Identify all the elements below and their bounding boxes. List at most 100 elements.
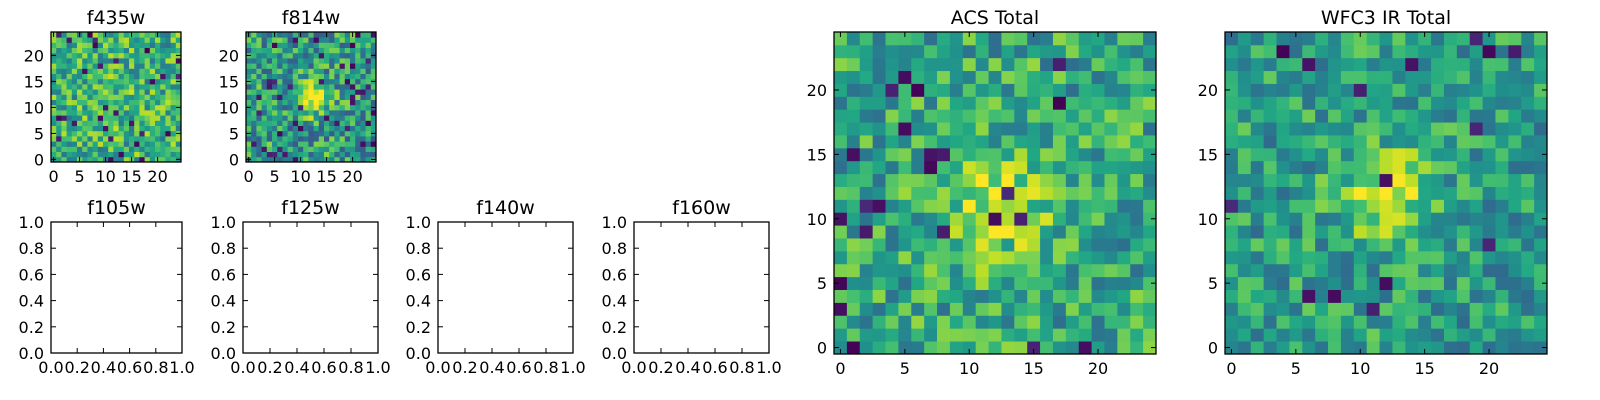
heatmap-cell — [292, 115, 299, 121]
heatmap-cell — [1104, 341, 1118, 355]
heatmap-cell — [1250, 147, 1265, 162]
heatmap-cell — [872, 289, 886, 303]
heatmap-cell — [1104, 122, 1118, 136]
heatmap-cell — [155, 141, 161, 147]
heatmap-cell — [1534, 263, 1548, 278]
heatmap-cell — [272, 130, 278, 137]
heatmap-cell — [1237, 341, 1252, 355]
heatmap-cell — [1366, 212, 1380, 226]
heatmap-cell — [71, 73, 78, 80]
heatmap-cell — [318, 141, 325, 147]
heatmap-cell — [149, 89, 156, 95]
heatmap-cell — [329, 104, 335, 111]
heatmap-cell — [287, 32, 294, 38]
heatmap-cell — [108, 37, 114, 43]
heatmap-cell — [97, 136, 104, 142]
heatmap-cell — [1469, 276, 1483, 290]
heatmap-cell — [1379, 173, 1393, 187]
heatmap-cell — [144, 146, 151, 152]
y-tick-label: 15 — [1198, 145, 1218, 164]
heatmap-cell — [1534, 315, 1548, 329]
heatmap-cell — [82, 73, 88, 80]
heatmap-cell — [949, 263, 964, 278]
heatmap-cell — [859, 289, 874, 303]
heatmap-cell — [339, 63, 346, 69]
heatmap-cell — [298, 47, 304, 54]
heatmap-cell — [149, 104, 156, 111]
heatmap-cell — [1117, 173, 1131, 187]
heatmap-cell — [350, 52, 356, 59]
heatmap-cell — [911, 328, 925, 342]
heatmap-cell — [834, 135, 848, 149]
heatmap-cell — [308, 104, 314, 111]
heatmap-cell — [123, 146, 130, 152]
heatmap-cell — [360, 120, 366, 126]
heatmap-cell — [1263, 96, 1277, 110]
heatmap-cell — [1469, 160, 1483, 175]
heatmap-cell — [329, 141, 335, 147]
heatmap-cell — [898, 160, 912, 175]
heatmap-cell — [975, 122, 989, 136]
heatmap-cell — [1443, 83, 1458, 97]
heatmap-cell — [1469, 250, 1483, 265]
heatmap-cell — [924, 160, 938, 175]
heatmap-cell — [77, 73, 83, 80]
heatmap-cell — [859, 160, 874, 175]
heatmap-cell — [1117, 276, 1131, 290]
x-tick-label: 0.6 — [311, 358, 336, 377]
heatmap-cell — [937, 289, 951, 303]
heatmap-cell — [334, 78, 340, 85]
heatmap-cell — [898, 276, 912, 290]
heatmap-cell — [1289, 122, 1303, 136]
heatmap-cell — [339, 73, 346, 80]
heatmap-cell — [1065, 83, 1080, 97]
heatmap-cell — [155, 136, 161, 142]
heatmap-cell — [318, 156, 325, 163]
axes-frame — [633, 221, 770, 354]
heatmap-cell — [911, 147, 925, 162]
heatmap-cell — [1052, 276, 1067, 290]
heatmap-cell — [123, 58, 130, 64]
heatmap-cell — [1302, 83, 1316, 97]
heatmap-cell — [1263, 328, 1277, 342]
heatmap-cell — [355, 99, 361, 106]
heatmap-cell — [859, 341, 874, 355]
heatmap-cell — [139, 78, 145, 85]
heatmap-cell — [1456, 225, 1471, 239]
heatmap-cell — [872, 160, 886, 175]
heatmap-cell — [108, 94, 114, 100]
heatmap-cell — [1117, 225, 1131, 239]
heatmap-cell — [1014, 328, 1028, 342]
heatmap-cell — [160, 37, 166, 43]
heatmap-cell — [859, 276, 874, 290]
heatmap-cell — [246, 73, 252, 80]
heatmap-cell — [924, 186, 938, 200]
heatmap-cell — [1225, 83, 1239, 97]
panel-f140w: 0.0 0.2 0.4 0.6 0.8 1.00.00.20.40.60.81.0f140… — [406, 197, 586, 377]
heatmap-cell — [1091, 263, 1105, 278]
panel-title: f814w — [282, 7, 341, 29]
heatmap-cell — [56, 156, 62, 163]
heatmap-cell — [872, 199, 886, 213]
heatmap-cell — [66, 125, 73, 132]
heatmap-cell — [324, 42, 330, 48]
heatmap-cell — [334, 146, 340, 152]
heatmap-cell — [1014, 250, 1028, 265]
heatmap-cell — [1001, 302, 1015, 316]
heatmap-cell — [118, 42, 125, 48]
heatmap-cell — [282, 115, 288, 121]
heatmap-cell — [1052, 315, 1067, 329]
heatmap-cell — [1340, 328, 1355, 342]
heatmap-cell — [1143, 83, 1157, 97]
heatmap-cell — [318, 58, 325, 64]
heatmap-cell — [1052, 122, 1067, 136]
heatmap-cell — [1302, 186, 1316, 200]
heatmap-cell — [329, 156, 335, 163]
heatmap-cell — [365, 120, 372, 126]
heatmap-cell — [1431, 276, 1445, 290]
heatmap-cell — [1237, 109, 1252, 123]
heatmap-cell — [113, 120, 119, 126]
heatmap-cell — [134, 151, 140, 158]
heatmap-cell — [51, 120, 57, 126]
heatmap-cell — [1418, 212, 1432, 226]
